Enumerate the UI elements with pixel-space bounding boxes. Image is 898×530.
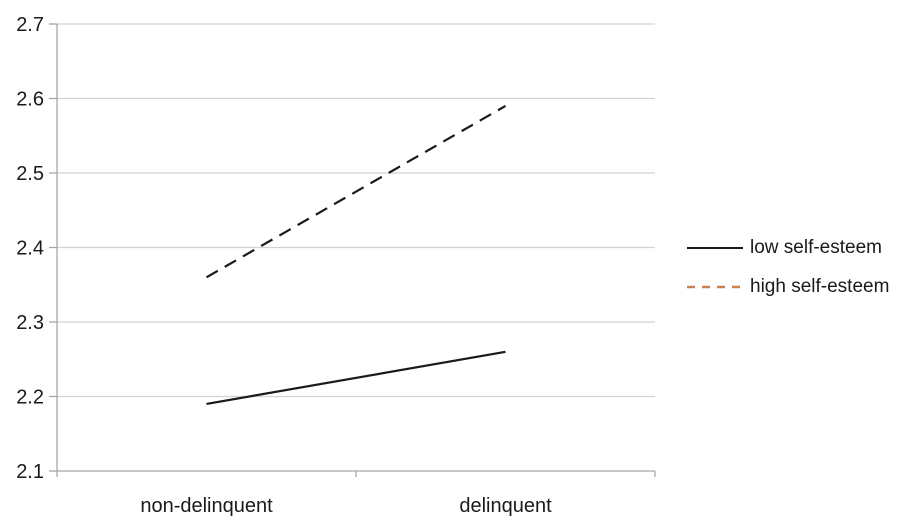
- y-tick-label: 2.7: [16, 14, 44, 36]
- x-category-label: non-delinquent: [140, 495, 273, 517]
- x-category-label: delinquent: [459, 495, 552, 517]
- y-tick-label: 2.3: [16, 312, 44, 334]
- series-line-low-self-esteem: [206, 350, 506, 406]
- y-tick-label: 2.5: [16, 163, 44, 185]
- legend-swatch-solid-line-icon: [687, 247, 743, 249]
- y-tick-label: 2.2: [16, 387, 44, 409]
- y-tick-label: 2.4: [16, 238, 44, 260]
- legend: low self-esteem high self-esteem: [687, 237, 889, 298]
- legend-label-low-self-esteem: low self-esteem: [750, 237, 882, 258]
- y-tick-label: 2.6: [16, 89, 44, 111]
- legend-swatch-dashed-line-icon: [687, 285, 743, 289]
- legend-item-high-self-esteem: high self-esteem: [687, 276, 889, 298]
- legend-label-high-self-esteem: high self-esteem: [750, 276, 890, 297]
- legend-item-low-self-esteem: low self-esteem: [687, 237, 889, 259]
- y-tick-label: 2.1: [16, 461, 44, 483]
- series-line-high-self-esteem: [205, 104, 507, 279]
